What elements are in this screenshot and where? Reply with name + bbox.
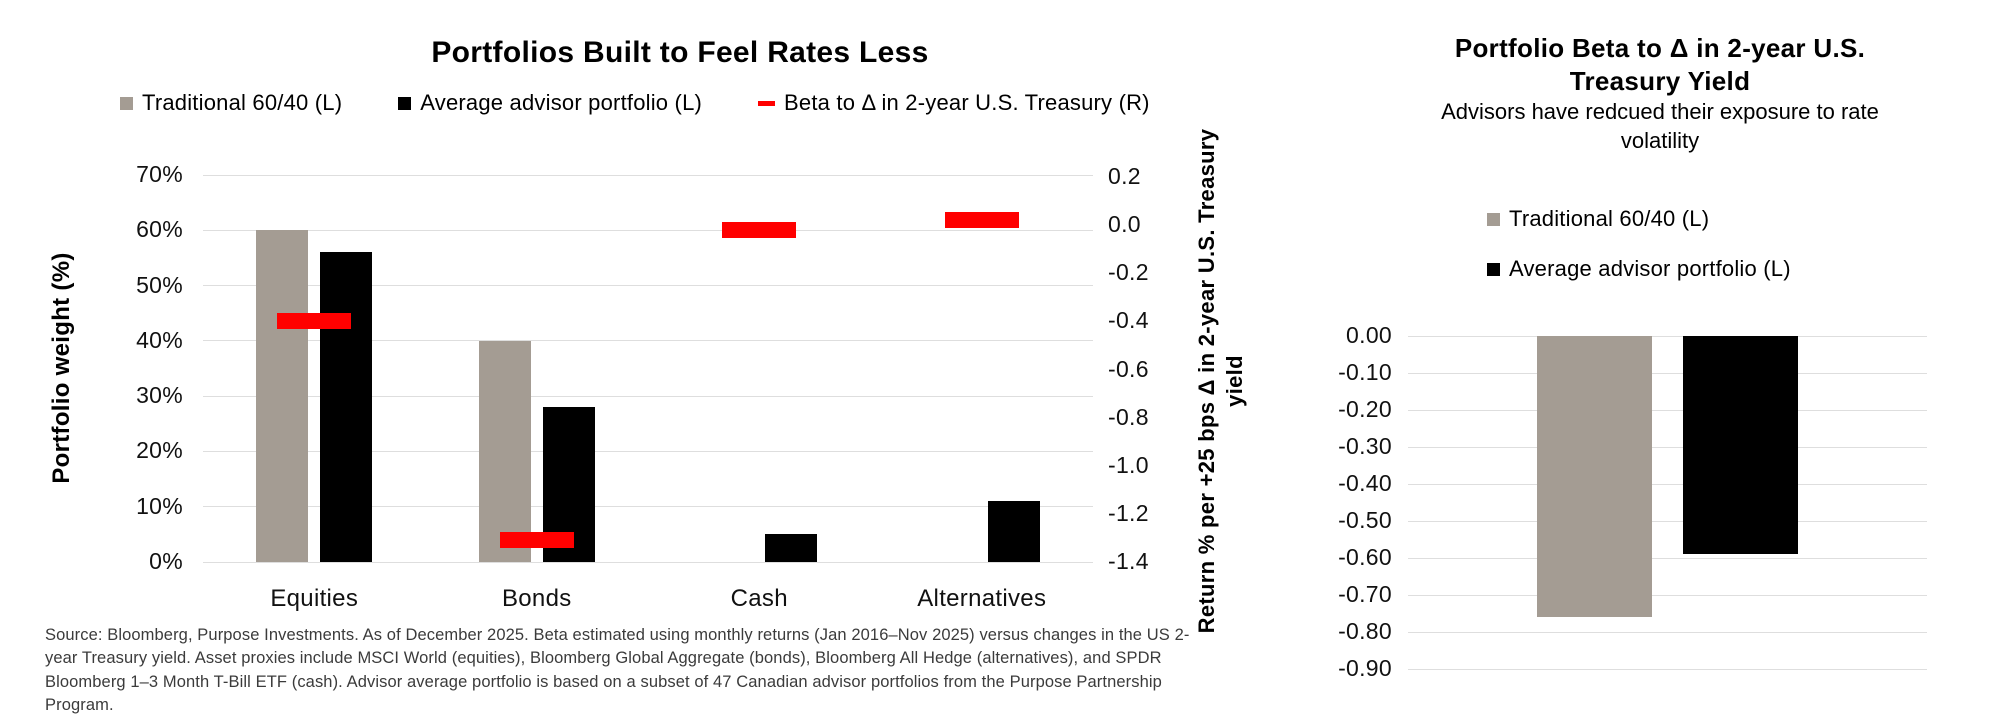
y-axis-tick-label: 0.00 (1346, 322, 1392, 348)
category-label: Bonds (501, 585, 572, 612)
right-axis-tick-label: -0.8 (1108, 403, 1149, 430)
left-axis-tick-label: 10% (136, 492, 183, 519)
traditional-60-40-l-bar-equities (256, 230, 309, 562)
legend-item-traditional-60-40: Traditional 60/40 (L) (1487, 206, 1791, 232)
gridline (203, 561, 1093, 563)
left-axis-tick-label: 0% (149, 548, 183, 574)
legend-label-average-advisor: Average advisor portfolio (L) (1509, 256, 1791, 281)
legend-label-traditional-60-40: Traditional 60/40 (L) (1509, 206, 1710, 231)
beta-dash-bonds (499, 532, 574, 549)
legend-label-average-advisor: Average advisor portfolio (L) (420, 90, 703, 115)
right-chart-title: Portfolio Beta to Δ in 2-year U.S. Treas… (1454, 33, 1866, 96)
right-axis-tick-label: -1.0 (1108, 451, 1149, 478)
legend-item-traditional-60-40: Traditional 60/40 (L) (120, 90, 342, 116)
gridline (1408, 631, 1927, 633)
left-axis-tick-label: 40% (136, 326, 183, 353)
y-axis-tick-label: -0.20 (1338, 396, 1392, 422)
gridline (203, 174, 1093, 176)
category-label: Equities (270, 585, 359, 612)
legend-label-beta: Beta to Δ in 2-year U.S. Treasury (R) (784, 90, 1150, 115)
right-chart-subtitle: Advisors have redcued their exposure to … (1441, 99, 1879, 153)
gridline (1408, 594, 1927, 596)
category-label: Alternatives (917, 585, 1047, 612)
gridline (203, 285, 1093, 287)
right-axis-tick-label: -0.2 (1108, 259, 1149, 286)
left-axis-tick-label: 20% (136, 437, 183, 464)
left-axis-tick-label: 50% (136, 271, 183, 298)
gridline (203, 506, 1093, 508)
left-axis-tick-label: 60% (136, 216, 183, 243)
right-axis-tick-label: -1.2 (1108, 499, 1149, 526)
y-axis-tick-label: -0.60 (1338, 544, 1392, 570)
beta-dash-alternatives (944, 212, 1019, 229)
y-axis-tick-label: -0.80 (1338, 618, 1392, 644)
gridline (203, 450, 1093, 452)
legend-item-average-advisor: Average advisor portfolio (L) (398, 90, 702, 116)
y-axis-tick-label: -0.50 (1338, 507, 1392, 533)
right-chart-plot-area: 0.00 -0.10 -0.20 -0.30 -0.40 -0.50 -0.60 -0.70 -… (1280, 0, 2000, 716)
right-axis-tick-label: 0.2 (1108, 163, 1141, 189)
left-chart-plot-area: 70% 60% 50% 40% 30% 20% 10% 0% 0.2 0.0 -0.2 -0.4 -0.… (136, 161, 1149, 612)
gridline (1408, 557, 1927, 559)
black-square-swatch-icon (1487, 262, 1500, 276)
right-axis-tick-label: 0.0 (1108, 211, 1141, 238)
left-chart: Portfolios Built to Feel Rates Less Trad… (45, 36, 1247, 715)
beta-dash-cash (722, 221, 797, 238)
gridline (203, 229, 1093, 231)
average-advisor-portfolio-l-bar-alternatives (987, 501, 1040, 562)
left-chart-title: Portfolios Built to Feel Rates Less (431, 36, 929, 69)
legend-item-average-advisor: Average advisor portfolio (L) (1487, 256, 1791, 282)
legend-item-beta: Beta to Δ in 2-year U.S. Treasury (R) (758, 90, 1150, 116)
category-label: Cash (730, 585, 788, 612)
source-note: Source: Bloomberg, Purpose Investments. … (45, 626, 1190, 715)
gray-square-swatch-icon (1487, 212, 1500, 226)
right-axis-tick-label: -0.6 (1108, 355, 1149, 382)
y-axis-tick-label: -0.10 (1338, 359, 1392, 385)
average-advisor-portfolio-l-bar-cash (765, 534, 818, 562)
right-chart-legend: Traditional 60/40 (L) Average advisor po… (1487, 206, 1791, 282)
black-square-swatch-icon (398, 96, 412, 110)
right-axis-tick-label: -0.4 (1108, 307, 1149, 334)
right-chart: Portfolio Beta to Δ in 2-year U.S. Treas… (1280, 0, 2000, 716)
gridline (1408, 446, 1927, 448)
gridline (1408, 483, 1927, 485)
left-axis-tick-label: 70% (136, 161, 183, 187)
y-axis-tick-label: -0.40 (1338, 470, 1392, 496)
gray-square-swatch-icon (120, 96, 133, 110)
y-axis-tick-label: -0.30 (1338, 433, 1392, 459)
gridline (1408, 409, 1927, 411)
left-chart-legend: Traditional 60/40 (L) Average advisor po… (120, 90, 1240, 116)
gridline (1408, 520, 1927, 522)
right-axis-tick-label: -1.4 (1108, 548, 1149, 574)
gridline (203, 340, 1093, 342)
y-axis-tick-label: -0.70 (1338, 581, 1392, 607)
gridline (1408, 372, 1927, 374)
traditional-60-40-l-bar (1537, 336, 1652, 618)
gridline (1408, 668, 1927, 670)
traditional-60-40-l-bar-bonds (478, 340, 531, 562)
legend-label-traditional-60-40: Traditional 60/40 (L) (142, 90, 343, 115)
average-advisor-portfolio-l-bar-equities (320, 252, 373, 562)
gridline (203, 395, 1093, 397)
left-axis-tick-label: 30% (136, 382, 183, 409)
average-advisor-portfolio-l-bar (1683, 336, 1798, 555)
gridline (1408, 335, 1927, 337)
beta-dash-equities (277, 313, 352, 330)
y-axis-tick-label: -0.90 (1338, 655, 1392, 681)
red-dash-swatch-icon (758, 100, 776, 106)
